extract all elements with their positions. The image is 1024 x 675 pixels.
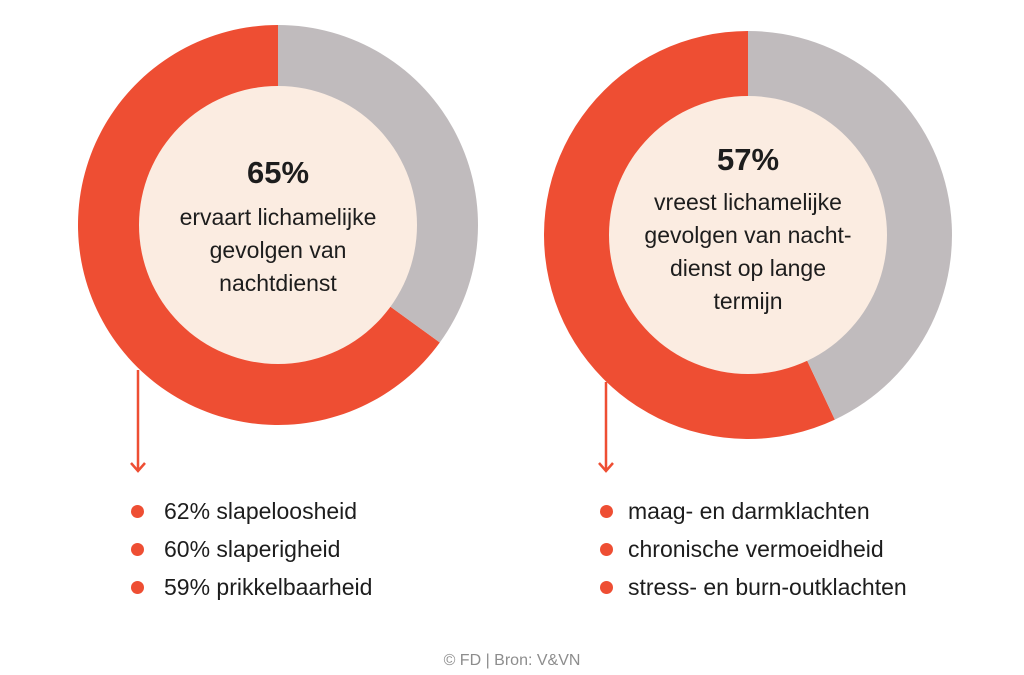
list-item-label: 59% prikkelbaarheid [164, 573, 373, 600]
list-item-label: 62% slapeloosheid [164, 497, 358, 524]
donut-2-center-line: termijn [713, 288, 782, 314]
list-item: 62% slapeloosheid [131, 492, 372, 530]
donut-1-center-value: 65% [247, 155, 309, 190]
donut-1-center-line: nachtdienst [219, 270, 337, 296]
list-item: maag- en darmklachten [600, 492, 907, 530]
donut-1-center-line: ervaart lichamelijke [180, 204, 377, 230]
bullet-list-right: maag- en darmklachten chronische vermoei… [600, 492, 907, 606]
down-arrow-icon [130, 370, 146, 473]
bullet-dot-icon [600, 504, 613, 518]
bullet-dot-icon [131, 542, 144, 556]
list-item-label: chronische vermoeidheid [628, 535, 884, 562]
donut-1-center-line: gevolgen van [210, 237, 347, 263]
list-item-label: stress- en burn-outklachten [628, 573, 907, 600]
bullet-dot-icon [600, 542, 613, 556]
donut-chart-1: 65% ervaart lichamelijke gevolgen van na… [77, 25, 478, 473]
donut-chart-2: 57% vreest lichamelijke gevolgen van nac… [543, 31, 952, 473]
list-item: chronische vermoeidheid [600, 530, 907, 568]
list-item-label: maag- en darmklachten [628, 497, 870, 524]
source-credit: © FD | Bron: V&VN [443, 652, 581, 669]
list-item: 60% slaperigheid [131, 530, 372, 568]
donut-2-center-line: vreest lichamelijke [654, 189, 842, 215]
donut-2-center [609, 96, 887, 374]
bullet-dot-icon [131, 504, 144, 518]
bullet-list-left: 62% slapeloosheid 60% slaperigheid 59% p… [131, 492, 372, 606]
donut-1-center [139, 86, 417, 364]
down-arrow-icon [598, 382, 614, 473]
bullet-dot-icon [131, 580, 144, 594]
donut-2-center-line: gevolgen van nacht- [644, 222, 851, 248]
list-item: 59% prikkelbaarheid [131, 568, 372, 606]
list-item: stress- en burn-outklachten [600, 568, 907, 606]
bullet-dot-icon [600, 580, 613, 594]
donut-2-center-line: dienst op lange [670, 255, 826, 281]
list-item-label: 60% slaperigheid [164, 535, 341, 562]
donut-2-center-value: 57% [717, 142, 779, 177]
